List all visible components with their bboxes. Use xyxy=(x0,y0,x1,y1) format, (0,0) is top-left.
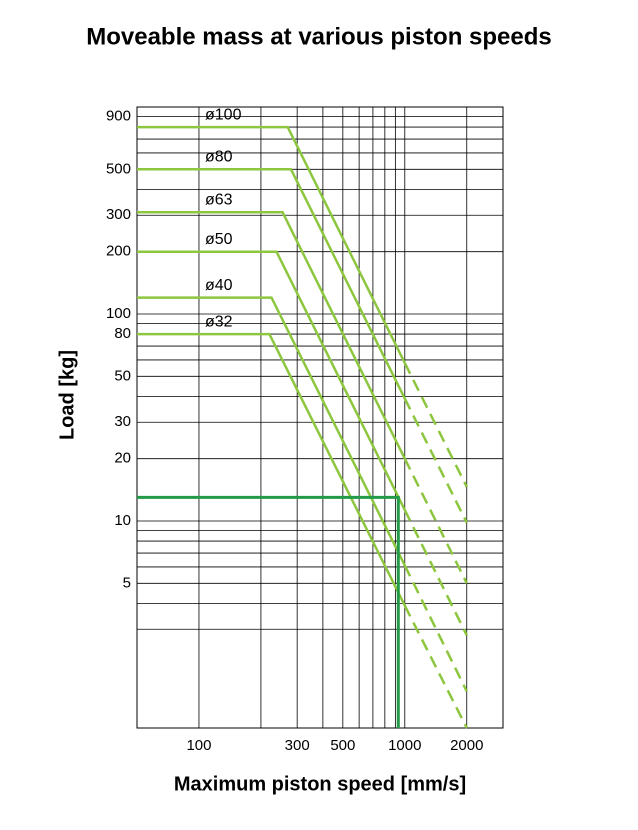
series-label: ø40 xyxy=(205,277,233,294)
y-tick-label: 80 xyxy=(114,325,131,342)
x-tick-label: 2000 xyxy=(450,737,483,754)
y-tick-label: 300 xyxy=(106,206,131,223)
series-line xyxy=(137,250,406,511)
y-tick-label: 20 xyxy=(114,450,131,467)
series-label: ø80 xyxy=(205,149,233,166)
series-label: ø32 xyxy=(205,313,233,330)
series-line xyxy=(137,125,406,364)
series-label: ø63 xyxy=(205,192,233,209)
series-dashed-line xyxy=(403,458,468,584)
x-tick-label: 100 xyxy=(186,737,211,754)
series-dashed-line xyxy=(403,398,468,524)
series-label: ø50 xyxy=(205,231,233,248)
series-label: ø100 xyxy=(205,106,242,123)
y-tick-label: 5 xyxy=(123,574,131,591)
plot-frame xyxy=(136,106,504,729)
x-tick-label: 300 xyxy=(285,737,310,754)
y-tick-label: 100 xyxy=(106,305,131,322)
y-tick-label: 200 xyxy=(106,243,131,260)
y-axis-label: Load [kg] xyxy=(56,350,78,440)
x-axis-label: Maximum piston speed [mm/s] xyxy=(174,773,466,795)
series-dashed-line xyxy=(403,564,468,693)
series-dashed-line xyxy=(403,362,468,488)
y-tick-label: 10 xyxy=(114,512,131,529)
y-tick-label: 50 xyxy=(114,367,131,384)
y-tick-label: 900 xyxy=(106,107,131,124)
chart-title: Moveable mass at various piston speeds xyxy=(86,23,552,50)
series-dashed-line xyxy=(403,509,468,636)
series-line xyxy=(137,211,406,460)
series-line xyxy=(137,168,406,400)
x-tick-label: 500 xyxy=(330,737,355,754)
x-tick-label: 1000 xyxy=(388,737,421,754)
series-line xyxy=(137,296,406,566)
y-tick-label: 500 xyxy=(106,160,131,177)
y-tick-label: 30 xyxy=(114,413,131,430)
example-line xyxy=(137,495,400,728)
series-dashed-line xyxy=(403,605,468,729)
series-line xyxy=(137,332,406,607)
